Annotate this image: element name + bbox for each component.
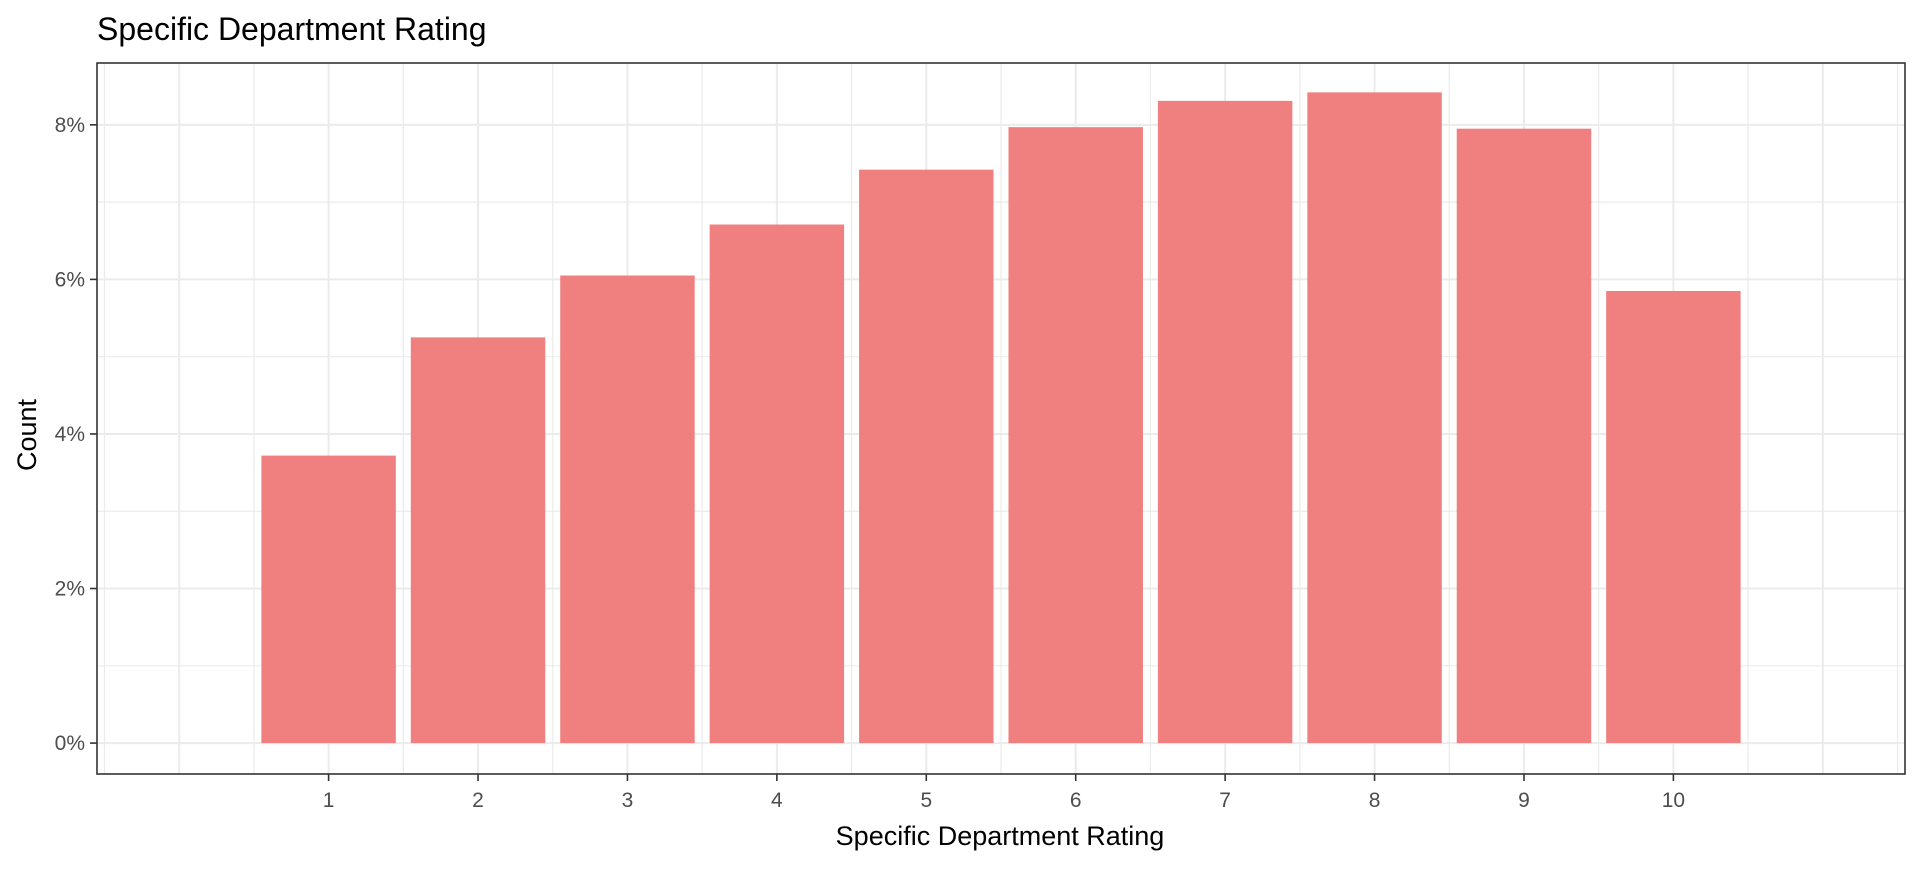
x-tick-label: 3 xyxy=(622,789,634,812)
panel-border xyxy=(96,62,1906,775)
x-tick-label: 10 xyxy=(1662,789,1685,812)
chart-title: Specific Department Rating xyxy=(97,11,487,47)
y-tick-label: 4% xyxy=(55,423,85,446)
bar-rating-10 xyxy=(1606,290,1741,744)
bar-rating-5 xyxy=(859,169,994,744)
bar-rating-4 xyxy=(709,224,845,744)
bar-rating-7 xyxy=(1157,100,1293,744)
bar-rating-8 xyxy=(1307,92,1442,744)
x-tick-label: 7 xyxy=(1219,789,1231,812)
x-tick-label: 6 xyxy=(1070,789,1082,812)
bar-rating-1 xyxy=(261,455,396,744)
bar-rating-6 xyxy=(1008,127,1143,744)
bar-rating-9 xyxy=(1456,128,1592,744)
y-tick-label: 8% xyxy=(55,114,85,137)
y-axis-title: Count xyxy=(12,398,42,471)
x-tick-label: 8 xyxy=(1369,789,1381,812)
bar-rating-2 xyxy=(410,337,546,744)
x-tick-label: 4 xyxy=(771,789,783,812)
x-tick-label: 9 xyxy=(1518,789,1530,812)
y-tick-label: 6% xyxy=(55,268,85,291)
plot-panel: 0% 2% 4% 6% 8% 1 2 3 4 5 6 7 8 9 10 xyxy=(55,62,1906,812)
x-tick-label: 5 xyxy=(920,789,932,812)
x-tick-label: 2 xyxy=(472,789,484,812)
y-tick-label: 0% xyxy=(55,732,85,755)
x-tick-label: 1 xyxy=(323,789,335,812)
bar-rating-3 xyxy=(560,275,695,744)
x-axis-title: Specific Department Rating xyxy=(836,821,1165,851)
y-tick-label: 2% xyxy=(55,578,85,601)
